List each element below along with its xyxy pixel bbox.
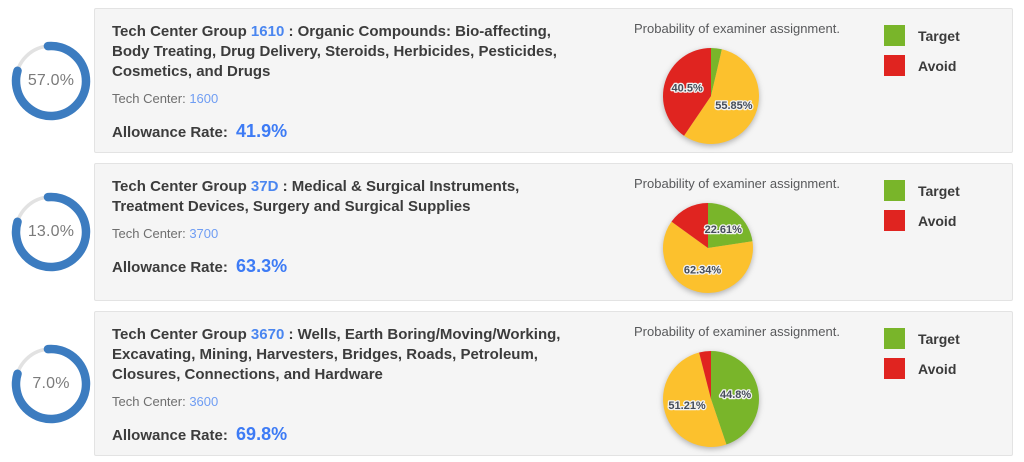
tech-center-link[interactable]: 3600 xyxy=(189,394,219,409)
title-description: Wells, Earth Boring/Moving/Working, Exca… xyxy=(112,326,561,383)
allowance-rate-line: Allowance Rate: 63.3% xyxy=(112,256,624,277)
result-row: 57.0% Tech Center Group 1610 : Organic C… xyxy=(8,8,1013,153)
svg-text:40.5%: 40.5% xyxy=(672,83,703,95)
allowance-rate-value: 41.9% xyxy=(236,121,288,141)
gauge-ring-icon xyxy=(9,39,93,123)
legend-label: Target xyxy=(918,182,960,199)
tech-center-card: Tech Center Group 3670 : Wells, Earth Bo… xyxy=(94,311,1013,456)
tech-center-label: Tech Center: xyxy=(112,226,186,241)
pie-legend: Target Avoid xyxy=(884,312,1012,388)
avoid-swatch-icon xyxy=(884,55,905,76)
group-number-link[interactable]: 3670 xyxy=(250,326,285,343)
tech-center-line: Tech Center: 1600 xyxy=(112,91,624,106)
group-number-link[interactable]: 1610 xyxy=(250,23,285,40)
legend-item-avoid: Avoid xyxy=(884,210,1012,231)
pie-title: Probability of examiner assignment. xyxy=(634,176,840,191)
title-prefix: Tech Center Group xyxy=(112,178,247,195)
avoid-swatch-icon xyxy=(884,210,905,231)
pie-legend: Target Avoid xyxy=(884,9,1012,85)
pie-section: Probability of examiner assignment. 44.8… xyxy=(634,312,884,455)
allowance-rate-value: 69.8% xyxy=(236,424,288,444)
group-number-link[interactable]: 37D xyxy=(250,178,279,195)
target-swatch-icon xyxy=(884,328,905,349)
card-title: Tech Center Group 37D : Medical & Surgic… xyxy=(112,177,592,217)
target-swatch-icon xyxy=(884,25,905,46)
pie-title: Probability of examiner assignment. xyxy=(634,21,840,36)
legend-label: Target xyxy=(918,27,960,44)
title-description: Organic Compounds: Bio-affecting, Body T… xyxy=(112,23,557,80)
tech-center-card: Tech Center Group 1610 : Organic Compoun… xyxy=(94,8,1013,153)
title-prefix: Tech Center Group xyxy=(112,326,247,343)
match-percent: 57.0% xyxy=(27,71,75,89)
allowance-rate-label: Allowance Rate: xyxy=(112,259,228,276)
legend-item-target: Target xyxy=(884,25,1012,46)
pie-chart: 22.61% 62.34% xyxy=(656,196,760,300)
title-separator: : xyxy=(282,178,288,195)
tech-center-line: Tech Center: 3700 xyxy=(112,226,624,241)
title-description: Medical & Surgical Instruments, Treatmen… xyxy=(112,178,520,215)
legend-label: Avoid xyxy=(918,212,957,229)
legend-item-target: Target xyxy=(884,180,1012,201)
match-gauge: 7.0% xyxy=(8,342,94,426)
pie-section: Probability of examiner assignment. 55.8… xyxy=(634,9,884,152)
legend-label: Avoid xyxy=(918,57,957,74)
allowance-rate-line: Allowance Rate: 69.8% xyxy=(112,424,624,445)
gauge-ring-icon xyxy=(9,342,93,426)
allowance-rate-label: Allowance Rate: xyxy=(112,427,228,444)
legend-label: Avoid xyxy=(918,360,957,377)
pie-legend: Target Avoid xyxy=(884,164,1012,240)
tech-center-link[interactable]: 1600 xyxy=(189,91,219,106)
title-separator: : xyxy=(288,326,294,343)
match-percent: 13.0% xyxy=(27,223,75,240)
allowance-rate-label: Allowance Rate: xyxy=(112,124,228,141)
legend-item-avoid: Avoid xyxy=(884,358,1012,379)
pie-chart: 55.85% 40.5% xyxy=(656,41,766,151)
card-text-block: Tech Center Group 1610 : Organic Compoun… xyxy=(95,9,634,152)
tech-center-label: Tech Center: xyxy=(112,394,186,409)
svg-text:51.21%: 51.21% xyxy=(668,400,706,412)
tech-center-link[interactable]: 3700 xyxy=(189,226,219,241)
card-title: Tech Center Group 3670 : Wells, Earth Bo… xyxy=(112,325,592,385)
tech-center-card: Tech Center Group 37D : Medical & Surgic… xyxy=(94,163,1013,301)
match-gauge: 57.0% xyxy=(8,39,94,123)
legend-item-avoid: Avoid xyxy=(884,55,1012,76)
legend-item-target: Target xyxy=(884,328,1012,349)
match-gauge: 13.0% xyxy=(8,190,94,274)
card-title: Tech Center Group 1610 : Organic Compoun… xyxy=(112,22,592,82)
svg-text:22.61%: 22.61% xyxy=(705,224,743,236)
svg-text:62.34%: 62.34% xyxy=(684,265,722,277)
pie-title: Probability of examiner assignment. xyxy=(634,324,840,339)
allowance-rate-line: Allowance Rate: 41.9% xyxy=(112,121,624,142)
card-text-block: Tech Center Group 37D : Medical & Surgic… xyxy=(95,164,634,300)
gauge-ring-icon xyxy=(9,190,93,274)
result-row: 7.0% Tech Center Group 3670 : Wells, Ear… xyxy=(8,311,1013,456)
title-separator: : xyxy=(288,23,294,40)
pie-chart: 44.8% 51.21% xyxy=(656,344,766,454)
tech-center-line: Tech Center: 3600 xyxy=(112,394,624,409)
allowance-rate-value: 63.3% xyxy=(236,256,288,276)
legend-label: Target xyxy=(918,330,960,347)
card-text-block: Tech Center Group 3670 : Wells, Earth Bo… xyxy=(95,312,634,455)
tech-center-label: Tech Center: xyxy=(112,91,186,106)
svg-text:44.8%: 44.8% xyxy=(720,389,751,401)
avoid-swatch-icon xyxy=(884,358,905,379)
match-percent: 7.0% xyxy=(32,374,70,392)
result-row: 13.0% Tech Center Group 37D : Medical & … xyxy=(8,163,1013,301)
target-swatch-icon xyxy=(884,180,905,201)
svg-text:55.85%: 55.85% xyxy=(715,100,753,112)
pie-section: Probability of examiner assignment. 22.6… xyxy=(634,164,884,300)
title-prefix: Tech Center Group xyxy=(112,23,247,40)
